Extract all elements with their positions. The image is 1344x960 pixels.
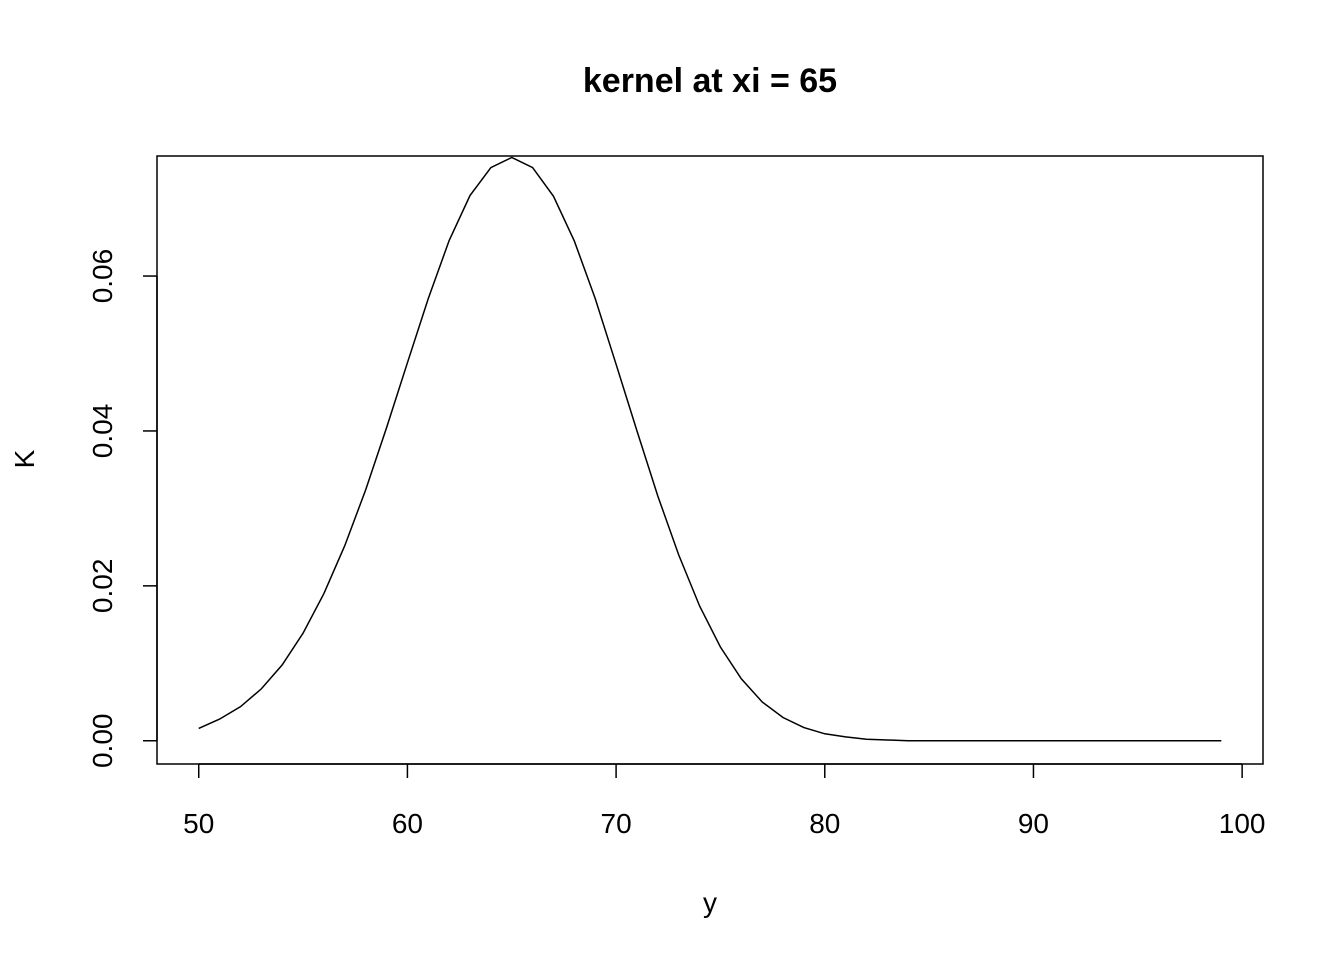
- kernel-curve: [198, 156, 1222, 742]
- y-tick-label: 0.00: [87, 714, 118, 769]
- x-tick-label: 50: [183, 808, 214, 839]
- y-tick-label: 0.02: [87, 559, 118, 614]
- y-tick-label: 0.04: [87, 404, 118, 459]
- x-axis: 50 60 70 80 90 100: [183, 763, 1266, 839]
- x-tick-label: 80: [809, 808, 840, 839]
- x-tick-label: 70: [601, 808, 632, 839]
- x-tick-label: 90: [1018, 808, 1049, 839]
- y-axis-label: K: [9, 449, 40, 468]
- y-tick-label: 0.06: [87, 249, 118, 304]
- x-tick-label: 100: [1219, 808, 1266, 839]
- chart-title: kernel at xi = 65: [583, 62, 837, 100]
- x-axis-label: y: [703, 887, 717, 918]
- plot-frame: [156, 155, 1264, 765]
- x-tick-label: 60: [392, 808, 423, 839]
- y-axis: 0.00 0.02 0.04 0.06: [87, 249, 158, 769]
